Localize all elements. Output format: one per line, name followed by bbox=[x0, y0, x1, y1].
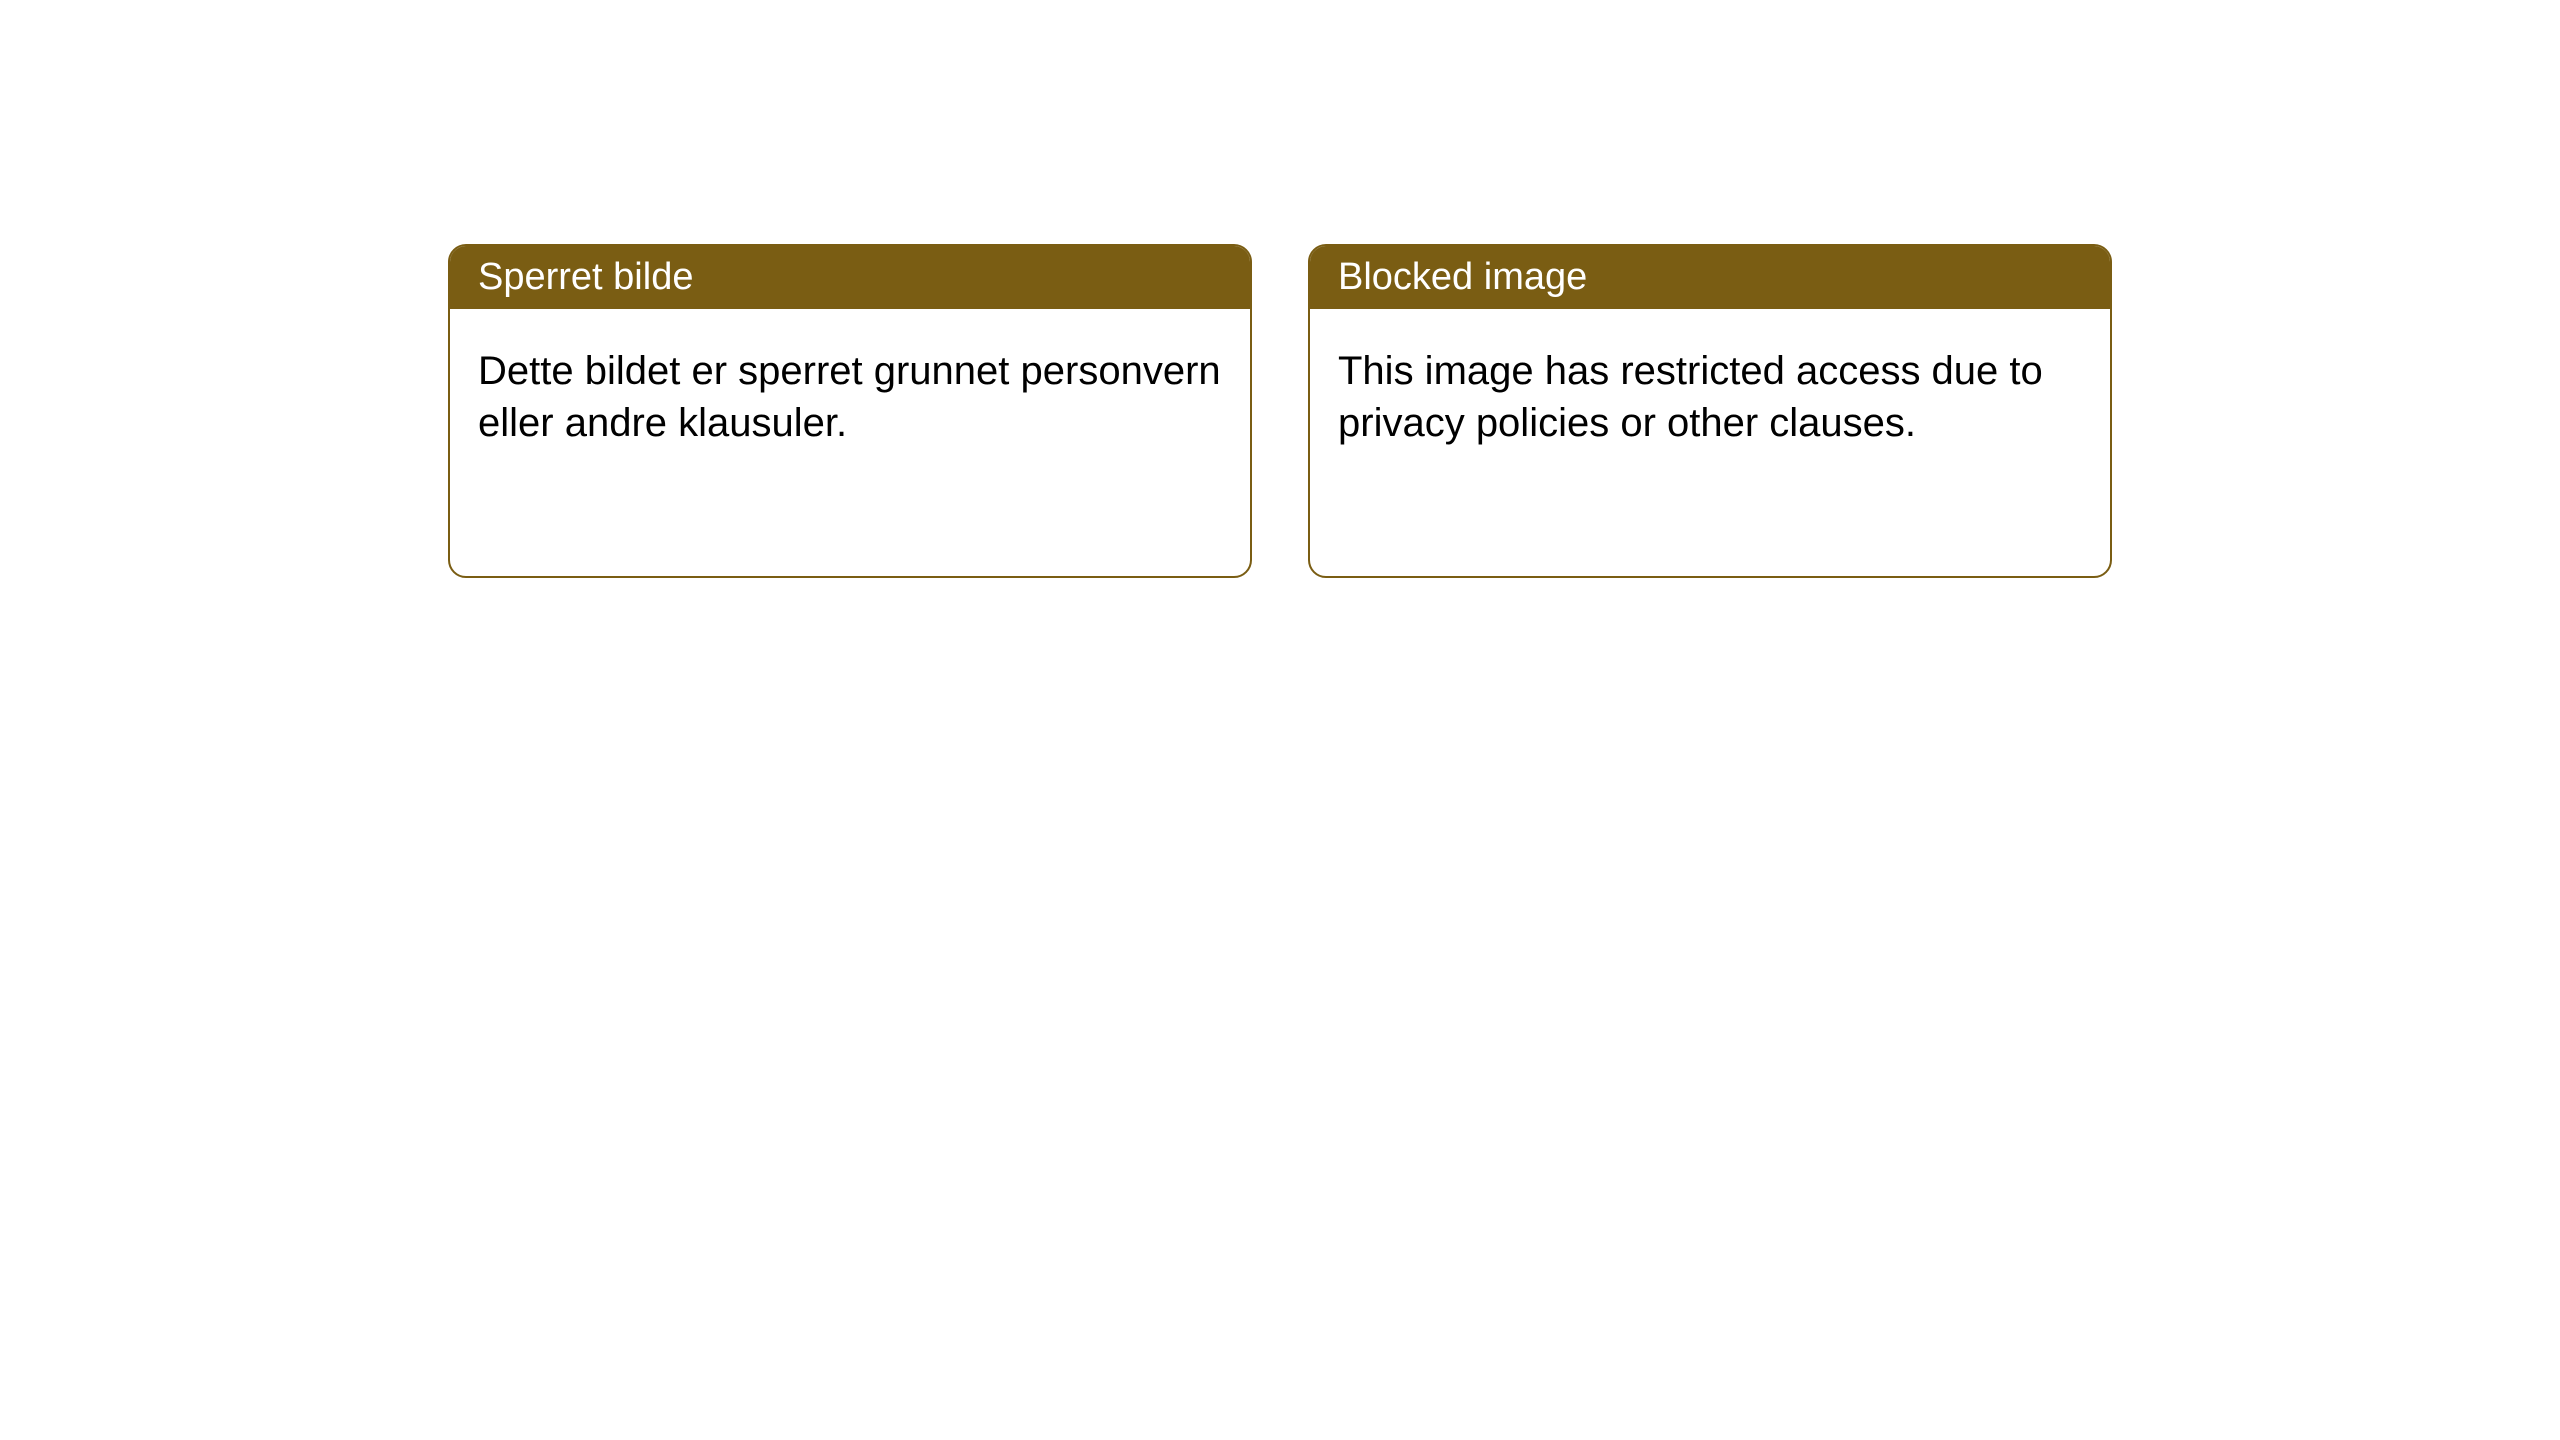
blocked-image-card-en: Blocked image This image has restricted … bbox=[1308, 244, 2112, 578]
card-body: This image has restricted access due to … bbox=[1310, 309, 2110, 485]
card-header: Blocked image bbox=[1310, 246, 2110, 309]
blocked-image-card-no: Sperret bilde Dette bildet er sperret gr… bbox=[448, 244, 1252, 578]
card-header: Sperret bilde bbox=[450, 246, 1250, 309]
notice-container: Sperret bilde Dette bildet er sperret gr… bbox=[0, 0, 2560, 578]
card-body: Dette bildet er sperret grunnet personve… bbox=[450, 309, 1250, 485]
